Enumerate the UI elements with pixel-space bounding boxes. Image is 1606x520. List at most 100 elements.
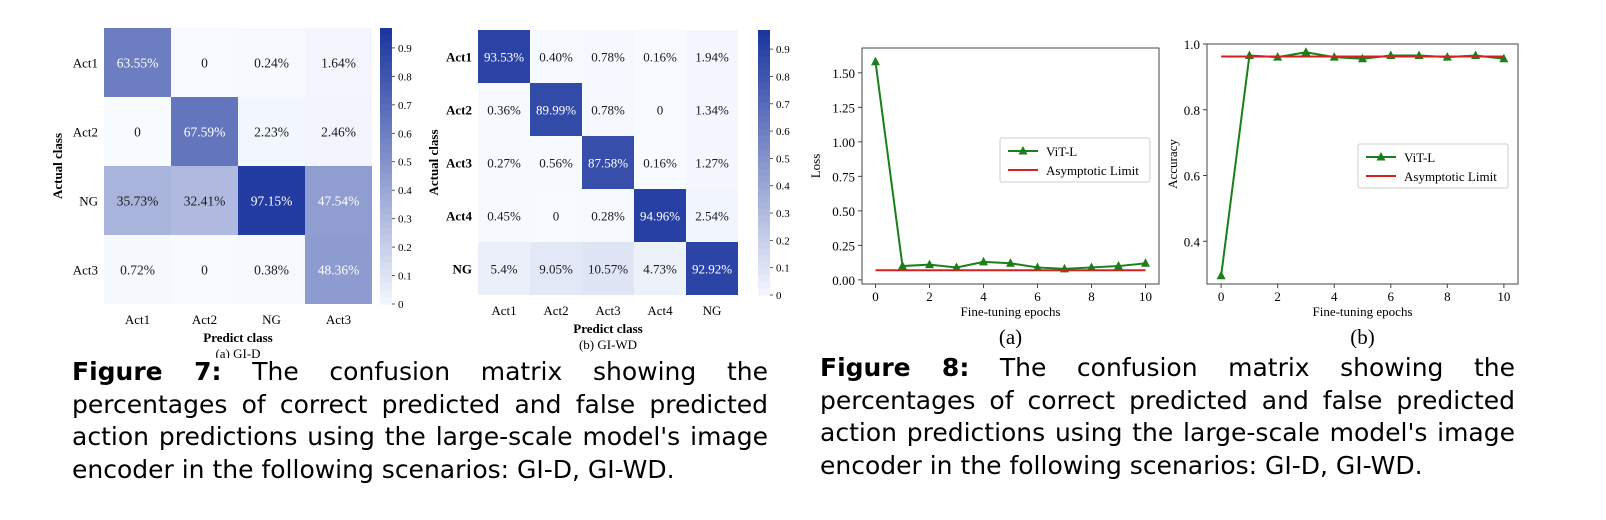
- colorbar-segment: [758, 36, 770, 44]
- colorbar-tick-label: 0: [398, 299, 404, 311]
- colorbar-segment: [758, 116, 770, 124]
- panel-sublabel: (a) GI-D: [215, 346, 260, 358]
- colorbar-segment: [380, 34, 392, 43]
- column-tick-label: NG: [262, 312, 281, 327]
- legend-marker: [1376, 152, 1386, 161]
- series-point: [1301, 47, 1311, 56]
- cell-value-label: 97.15%: [251, 194, 293, 209]
- colorbar-segment: [758, 222, 770, 230]
- colorbar-segment: [380, 241, 392, 250]
- plot-area-frame: [861, 47, 1160, 285]
- colorbar-tick-label: 0.9: [398, 43, 412, 55]
- matrix-cell: [171, 28, 238, 97]
- confusion-matrix-gi-d: 63.55% 0 0.24% 1.64% 0 67.59% 2.23% 2.46% 35.73%…: [50, 28, 412, 358]
- colorbar-segment: [758, 275, 770, 283]
- x-tick-label: 8: [1444, 289, 1451, 304]
- legend-label: ViT-L: [1404, 150, 1435, 165]
- colorbar-segment: [758, 235, 770, 243]
- cell-value-label: 2.46%: [321, 125, 356, 140]
- colorbar-segment: [758, 248, 770, 256]
- cell-value-label: 0: [657, 103, 664, 118]
- colorbar-segment: [758, 89, 770, 97]
- colorbar-segment: [380, 276, 392, 284]
- colorbar-segment: [380, 228, 392, 236]
- row-tick-label: Act1: [446, 50, 472, 65]
- matrix-cell: [478, 242, 530, 295]
- cell-value-label: 4.73%: [643, 262, 677, 277]
- colorbar-tick-label: 0.1: [776, 263, 790, 275]
- x-tick-label: 8: [1088, 289, 1095, 304]
- matrix-cell: [634, 30, 686, 83]
- colorbar-segment: [380, 76, 392, 84]
- colorbar-segment: [380, 166, 392, 174]
- colorbar-tick-label: 0.1: [398, 271, 412, 283]
- colorbar-segment: [758, 255, 770, 263]
- colorbar-tick-label: 0.5: [776, 153, 790, 165]
- colorbar-segment: [758, 43, 770, 51]
- colorbar-segment: [380, 145, 392, 153]
- legend-label: ViT-L: [1046, 144, 1077, 159]
- cell-value-label: 89.99%: [536, 103, 576, 118]
- matrix-cell: [634, 136, 686, 189]
- colorbar-segment: [758, 122, 770, 130]
- panel-sublabel: (b): [1350, 325, 1375, 348]
- figure-7-caption-label: Figure 7:: [72, 357, 222, 386]
- legend-label: Asymptotic Limit: [1404, 169, 1497, 184]
- colorbar-segment: [758, 63, 770, 71]
- cell-value-label: 1.94%: [695, 50, 729, 65]
- colorbar-segment: [758, 56, 770, 64]
- cell-value-label: 0.24%: [254, 56, 289, 71]
- cell-value-label: 63.55%: [117, 56, 159, 71]
- colorbar-segment: [758, 96, 770, 104]
- figure-8-caption-label: Figure 8:: [820, 353, 970, 382]
- colorbar-segment: [758, 162, 770, 170]
- x-axis-title: Fine-tuning epochs: [960, 304, 1060, 319]
- column-tick-label: Act1: [491, 303, 516, 318]
- matrix-cell: [478, 83, 530, 136]
- colorbar-segment: [758, 49, 770, 58]
- colorbar-segment: [380, 235, 392, 243]
- colorbar-segment: [758, 136, 770, 144]
- matrix-cell: [171, 97, 238, 166]
- colorbar-segment: [758, 30, 770, 38]
- colorbar-segment: [380, 124, 392, 133]
- x-axis-title: Predict class: [573, 321, 642, 336]
- matrix-cell: [686, 30, 738, 83]
- cell-value-label: 0.27%: [487, 156, 521, 171]
- colorbar-segment: [758, 142, 770, 150]
- y-tick-label: 1.25: [832, 100, 855, 115]
- matrix-cell: [686, 189, 738, 242]
- loss-chart: 0 2 4 6 8 10 0.00 0.25 0.50 0.75 1.00 1.25 1.50 Fine-…: [808, 47, 1160, 348]
- cell-value-label: 35.73%: [117, 194, 159, 209]
- matrix-cell: [238, 28, 305, 97]
- cell-value-label: 32.41%: [184, 194, 226, 209]
- cell-value-label: 1.64%: [321, 56, 356, 71]
- cell-value-label: 0.78%: [591, 50, 625, 65]
- cell-value-label: 0.72%: [120, 263, 155, 278]
- colorbar-segment: [758, 261, 770, 270]
- colorbar-segment: [380, 200, 392, 208]
- colorbar-segment: [758, 155, 770, 164]
- colorbar-tick-label: 0.2: [776, 235, 790, 247]
- colorbar-tick-label: 0.3: [776, 208, 790, 220]
- colorbar-tick-label: 0.5: [398, 157, 412, 169]
- column-tick-label: NG: [703, 303, 722, 318]
- colorbar-segment: [380, 207, 392, 215]
- matrix-cell: [305, 235, 372, 304]
- colorbar-segment: [380, 90, 392, 98]
- colorbar-segment: [758, 228, 770, 236]
- colorbar-segment: [380, 269, 392, 277]
- colorbar-segment: [380, 48, 392, 57]
- colorbar-tick-label: 0.6: [398, 128, 412, 140]
- column-tick-label: Act1: [125, 312, 150, 327]
- panel-sublabel: (a): [999, 325, 1022, 348]
- x-axis-title: Predict class: [203, 330, 272, 345]
- colorbar-segment: [758, 109, 770, 117]
- colorbar-tick-label: 0.6: [776, 126, 790, 138]
- colorbar-tick-label: 0.2: [398, 242, 412, 254]
- colorbar-tick-label: 0.9: [776, 44, 790, 56]
- colorbar-segment: [380, 41, 392, 50]
- colorbar-segment: [758, 189, 770, 197]
- cell-value-label: 93.53%: [484, 50, 524, 65]
- matrix-cell: [582, 242, 634, 295]
